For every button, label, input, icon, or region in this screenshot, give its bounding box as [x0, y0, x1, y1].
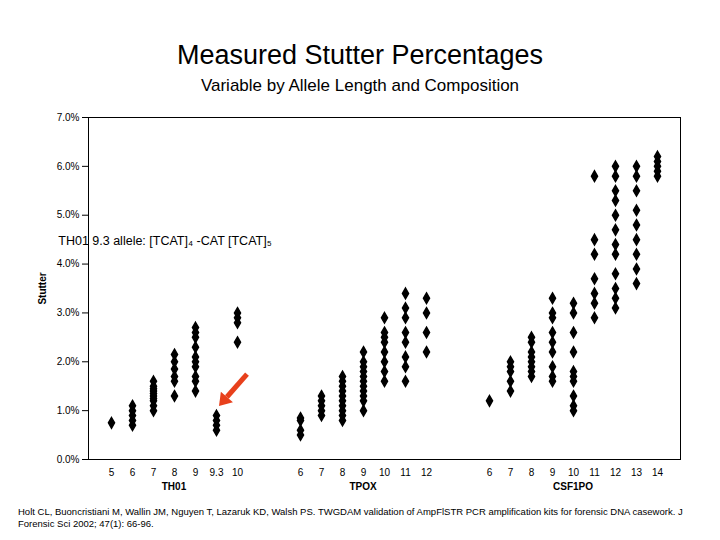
svg-text:9: 9: [550, 467, 556, 478]
svg-text:14: 14: [652, 467, 664, 478]
svg-text:6: 6: [298, 467, 304, 478]
svg-text:TH01: TH01: [162, 481, 187, 492]
svg-text:10: 10: [379, 467, 391, 478]
svg-text:13: 13: [631, 467, 643, 478]
html-text:Measured Stutter Percentages: Measured Stutter Percentages: [176, 40, 544, 70]
svg-text:TPOX: TPOX: [349, 481, 377, 492]
svg-text:10: 10: [232, 467, 244, 478]
svg-text:11: 11: [589, 467, 600, 478]
svg-text:6.0%: 6.0%: [57, 161, 80, 172]
svg-text:3.0%: 3.0%: [57, 307, 80, 318]
svg-text:9: 9: [193, 467, 199, 478]
svg-text:8: 8: [172, 467, 178, 478]
svg-text:4.0%: 4.0%: [57, 258, 80, 269]
svg-text:11: 11: [400, 467, 411, 478]
svg-text:CSF1PO: CSF1PO: [553, 481, 593, 492]
svg-text:10: 10: [568, 467, 580, 478]
svg-text:12: 12: [421, 467, 433, 478]
svg-text:8: 8: [529, 467, 535, 478]
svg-text:9.3: 9.3: [210, 467, 224, 478]
svg-text:2.0%: 2.0%: [57, 356, 80, 367]
svg-text:7: 7: [508, 467, 514, 478]
html-text:Holt CL, Buoncristiani M, Wall: Holt CL, Buoncristiani M, Wallin JM, Ngu…: [18, 506, 683, 529]
svg-text:6: 6: [487, 467, 493, 478]
svg-text:7: 7: [151, 467, 157, 478]
svg-text:9: 9: [361, 467, 367, 478]
svg-text:7.0%: 7.0%: [57, 112, 80, 123]
svg-text:8: 8: [340, 467, 346, 478]
svg-text:TH01 9.3 allele: [TCAT]₄ -CAT: TH01 9.3 allele: [TCAT]₄ -CAT [TCAT]₅: [58, 234, 271, 248]
svg-text:5: 5: [109, 467, 115, 478]
svg-text:1.0%: 1.0%: [57, 405, 80, 416]
html-text:Variable by Allele Length and: Variable by Allele Length and Compositio…: [200, 76, 520, 95]
svg-text:Stutter: Stutter: [37, 272, 48, 304]
svg-text:7: 7: [319, 467, 325, 478]
svg-text:6: 6: [130, 467, 136, 478]
svg-text:12: 12: [610, 467, 622, 478]
svg-text:0.0%: 0.0%: [57, 454, 80, 465]
svg-text:5.0%: 5.0%: [57, 209, 80, 220]
